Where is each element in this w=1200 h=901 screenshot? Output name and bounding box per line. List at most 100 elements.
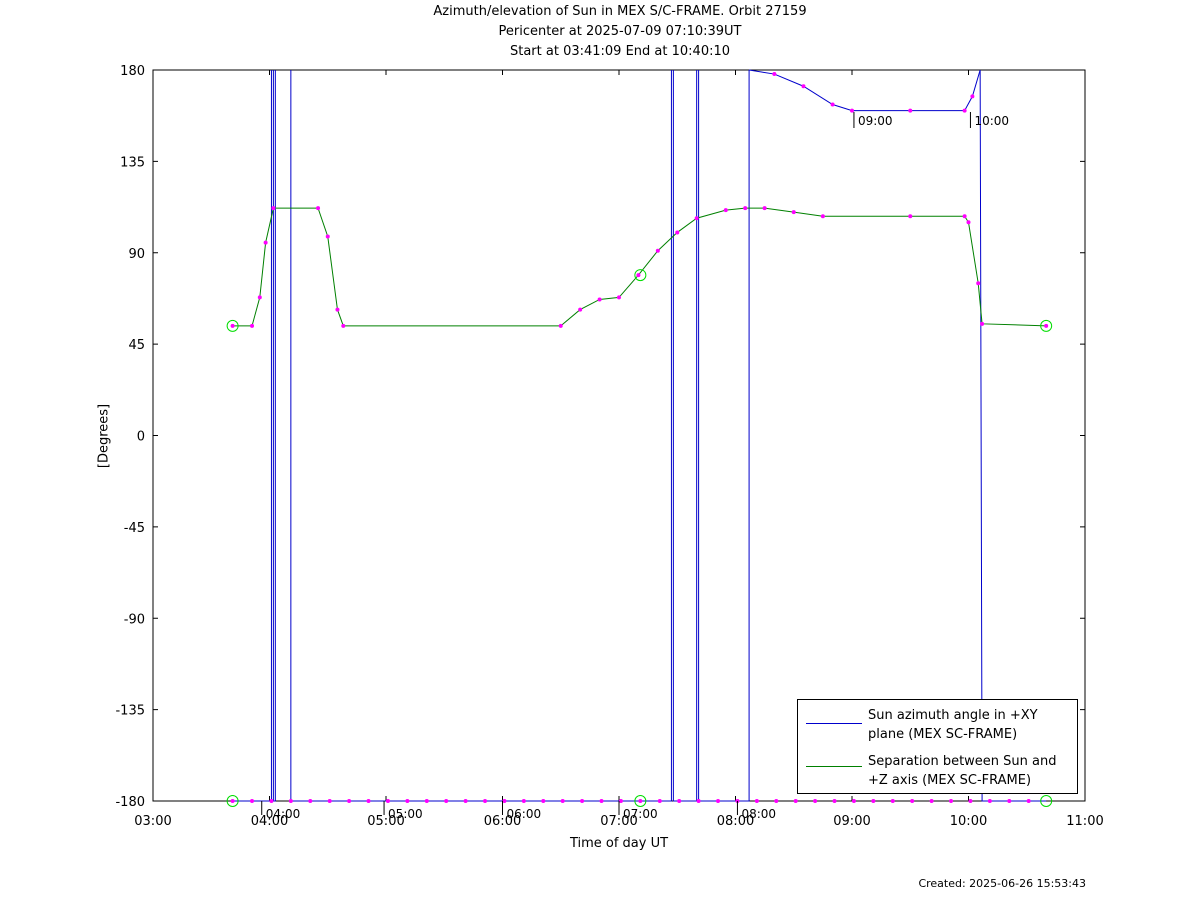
- data-point-marker: [743, 206, 748, 211]
- data-point-marker: [308, 799, 313, 803]
- endpoint-marker: [1040, 319, 1053, 332]
- y-tick-label: 0: [137, 430, 145, 445]
- data-point-marker: [871, 799, 876, 803]
- data-point-marker: [910, 799, 915, 803]
- x-tick-label: 07:00: [600, 814, 637, 829]
- time-annotation-label: 06:00: [507, 807, 542, 821]
- data-point-marker: [424, 799, 429, 803]
- data-point-marker: [970, 94, 975, 99]
- x-tick-label: 03:00: [134, 814, 171, 829]
- data-point-marker: [271, 206, 276, 211]
- time-annotation-label: 08:00: [741, 807, 776, 821]
- data-point-marker: [341, 323, 346, 328]
- x-tick-label: 08:00: [717, 814, 754, 829]
- x-axis-label: Time of day UT: [569, 836, 669, 851]
- data-point-marker: [754, 799, 759, 803]
- data-point-marker: [696, 799, 701, 803]
- data-point-marker: [230, 323, 235, 328]
- data-point-marker: [327, 799, 332, 803]
- data-point-marker: [578, 307, 583, 312]
- x-tick-label: 11:00: [1066, 814, 1103, 829]
- data-point-marker: [774, 799, 779, 803]
- created-timestamp: Created: 2025-06-26 15:53:43: [918, 877, 1086, 890]
- data-point-marker: [723, 208, 728, 213]
- legend-label-azimuth: Sun azimuth angle in +XY plane (MEX SC-F…: [868, 708, 1038, 742]
- legend-label-separation: Separation between Sun and +Z axis (MEX …: [868, 754, 1057, 788]
- data-point-marker: [694, 216, 699, 221]
- data-point-marker: [618, 799, 623, 803]
- data-point-marker: [263, 240, 268, 245]
- endpoint-marker: [226, 795, 239, 807]
- data-point-marker: [316, 206, 321, 211]
- data-point-marker: [716, 799, 721, 803]
- data-point-marker: [657, 799, 662, 803]
- data-point-marker: [962, 108, 967, 113]
- data-point-marker: [908, 214, 913, 219]
- data-point-marker: [677, 799, 682, 803]
- data-point-marker: [851, 799, 856, 803]
- data-point-marker: [560, 799, 565, 803]
- data-point-marker: [890, 799, 895, 803]
- data-point-marker: [976, 281, 981, 286]
- y-tick-label: 135: [120, 155, 145, 170]
- data-point-marker: [599, 799, 604, 803]
- start-end-line: Start at 03:41:09 End at 10:40:10: [509, 44, 731, 59]
- data-point-marker: [463, 799, 468, 803]
- time-annotation-label: 10:00: [974, 114, 1009, 128]
- data-point-marker: [325, 234, 330, 239]
- data-point-marker: [832, 799, 837, 803]
- data-point-marker: [580, 799, 585, 803]
- data-point-marker: [1026, 799, 1031, 803]
- data-point-marker: [1044, 323, 1049, 328]
- x-tick-label: 05:00: [367, 814, 404, 829]
- data-point-marker: [250, 799, 255, 803]
- data-point-marker: [288, 799, 293, 803]
- marker-layer: [226, 72, 1053, 807]
- y-tick-label: -135: [115, 704, 145, 719]
- data-point-marker: [793, 799, 798, 803]
- azimuth-series-line: [672, 70, 698, 802]
- data-point-marker: [638, 799, 643, 803]
- annotation-layer: 04:00 05:00 06:00 07:00 08:00 09:00 10:00: [261, 112, 1009, 821]
- x-tick-label: 10:00: [950, 814, 987, 829]
- data-point-marker: [655, 248, 660, 253]
- separation-series-line: [232, 207, 1047, 327]
- data-point-marker: [772, 72, 777, 77]
- data-point-marker: [968, 799, 973, 803]
- data-point-marker: [597, 297, 602, 302]
- axis-ticks: 03:00 04:00 05:00 06:00 07:00 08:00 09:00 10:00…: [115, 64, 1103, 829]
- data-point-marker: [558, 323, 563, 328]
- time-annotation-label: 04:00: [266, 807, 301, 821]
- y-axis-label: [Degrees]: [96, 403, 112, 469]
- data-point-marker: [675, 230, 680, 235]
- data-point-marker: [521, 799, 526, 803]
- data-point-marker: [230, 799, 235, 803]
- time-annotation-label: 07:00: [623, 807, 658, 821]
- data-point-marker: [502, 799, 507, 803]
- data-point-marker: [929, 799, 934, 803]
- time-annotation-label: 09:00: [858, 114, 893, 128]
- pericenter-line: Pericenter at 2025-07-09 07:10:39UT: [498, 24, 742, 39]
- plot-area: [152, 69, 1086, 802]
- data-point-marker: [347, 799, 352, 803]
- data-point-marker: [980, 321, 985, 326]
- data-point-marker: [791, 210, 796, 215]
- azimuth-series-line: [272, 70, 276, 802]
- legend: Sun azimuth angle in +XY plane (MEX SC-F…: [797, 699, 1078, 794]
- data-point-marker: [813, 799, 818, 803]
- chart-title: Azimuth/elevation of Sun in MEX S/C-FRAM…: [433, 4, 807, 19]
- endpoint-marker: [634, 269, 647, 282]
- data-point-marker: [762, 206, 767, 211]
- data-point-marker: [483, 799, 488, 803]
- endpoint-marker: [634, 795, 647, 807]
- data-point-marker: [385, 799, 390, 803]
- y-tick-label: 90: [128, 247, 145, 262]
- azimuth-series-line: [698, 70, 750, 802]
- legend-swatch-separation: [806, 766, 862, 767]
- data-point-marker: [820, 214, 825, 219]
- data-point-marker: [949, 799, 954, 803]
- x-tick-label: 06:00: [484, 814, 521, 829]
- data-point-marker: [850, 108, 854, 113]
- data-point-marker: [987, 799, 992, 803]
